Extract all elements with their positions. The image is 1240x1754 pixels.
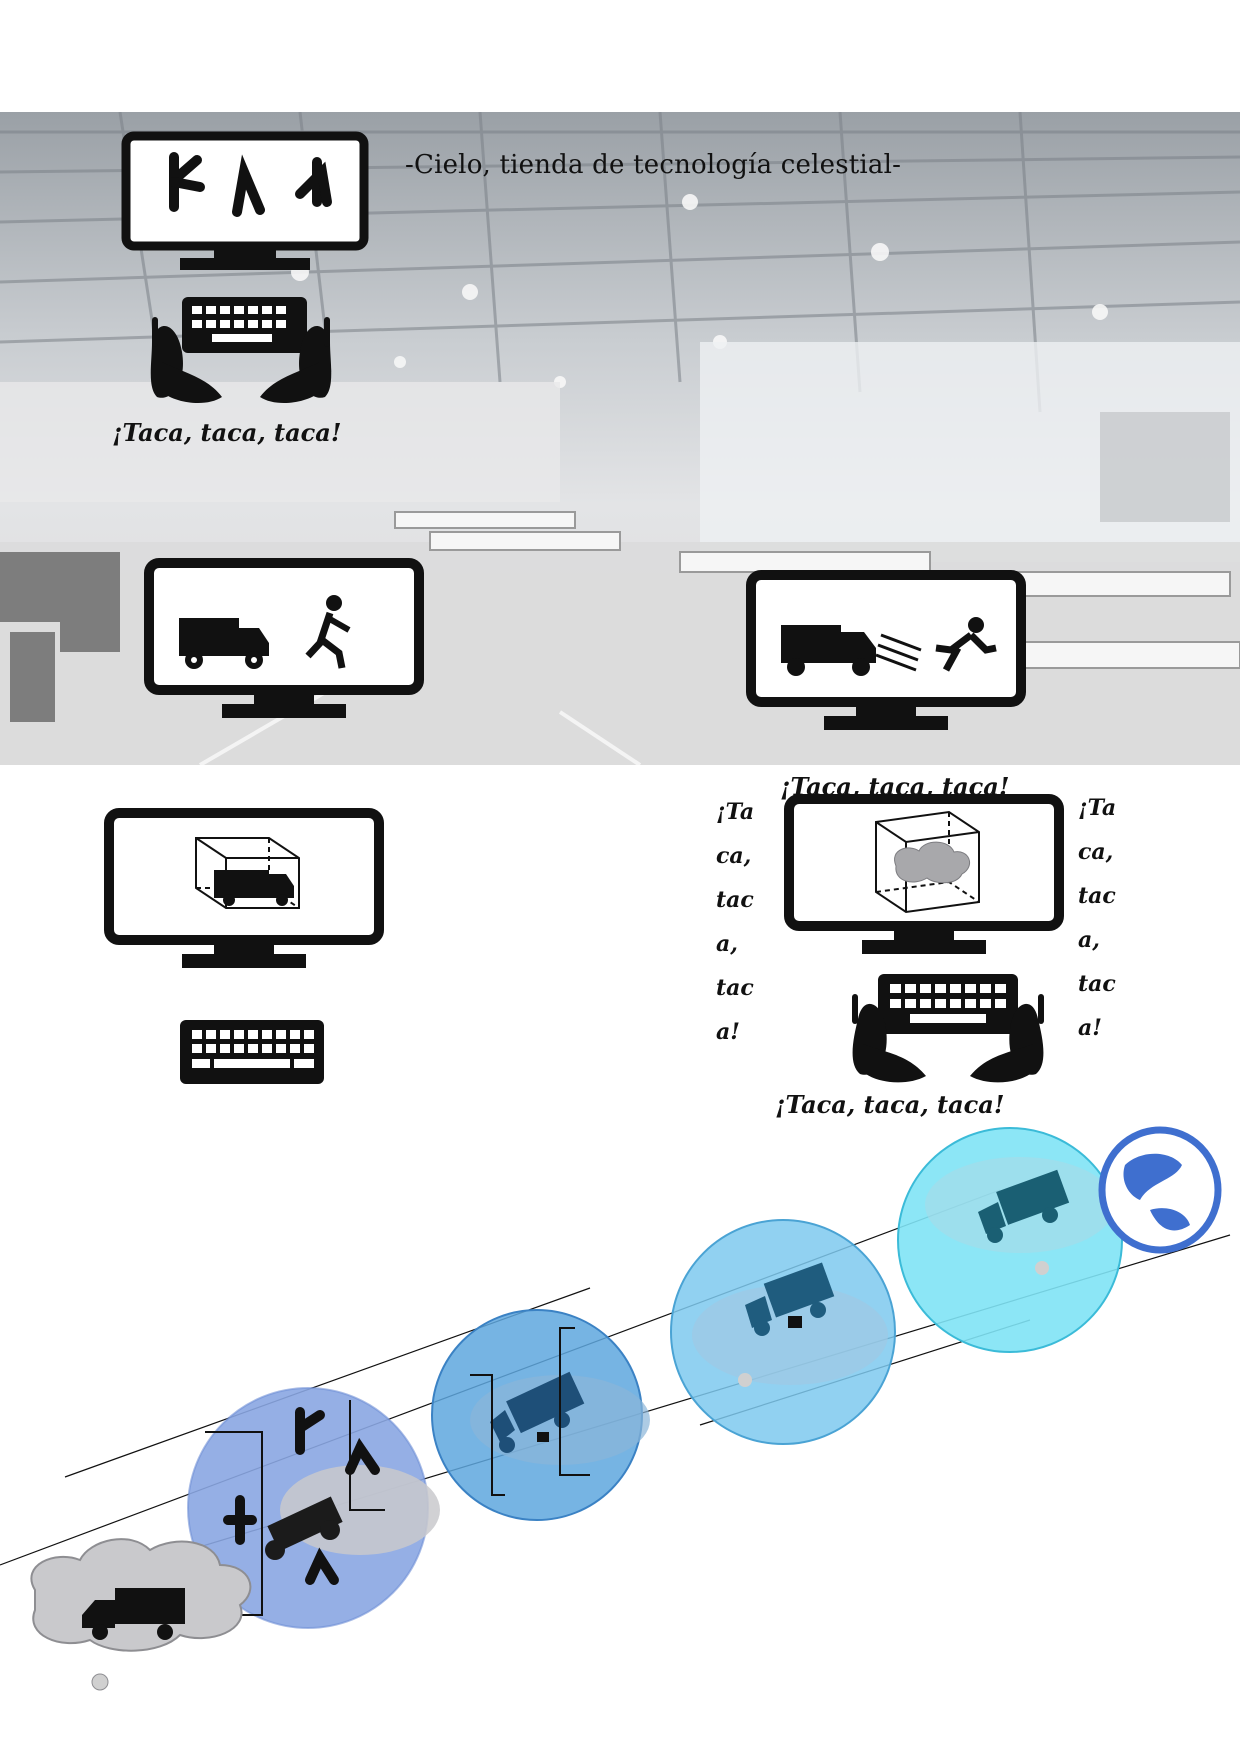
caption-taca-left-vertical: ¡Ta ca, tac a, tac a! — [716, 799, 755, 1045]
monitor-truck-chasing-runner-icon — [746, 570, 1026, 730]
keyboard-icon — [180, 1020, 324, 1084]
keyboard-with-hands-icon — [852, 974, 1044, 1083]
globe-icon — [1098, 1126, 1222, 1254]
page-title: -Cielo, tienda de tecnología celestial- — [405, 150, 902, 180]
monitor-cloud-in-box-icon — [784, 794, 1064, 954]
keyboard-with-hands-icon — [150, 297, 332, 404]
caption-taca-bottom-right: ¡Taca, taca, taca! — [775, 1090, 1005, 1119]
truck-cloud-icon — [30, 1538, 252, 1691]
monitor-truck-in-box-icon — [104, 808, 384, 968]
caption-taca-top-left: ¡Taca, taca, taca! — [112, 418, 342, 447]
truck-journey-illustration — [0, 1126, 1231, 1691]
caption-taca-right-vertical: ¡Ta ca, tac a, tac a! — [1078, 795, 1117, 1041]
monitor-with-runes-icon — [121, 131, 369, 270]
monitor-truck-and-runner-icon — [144, 558, 424, 718]
